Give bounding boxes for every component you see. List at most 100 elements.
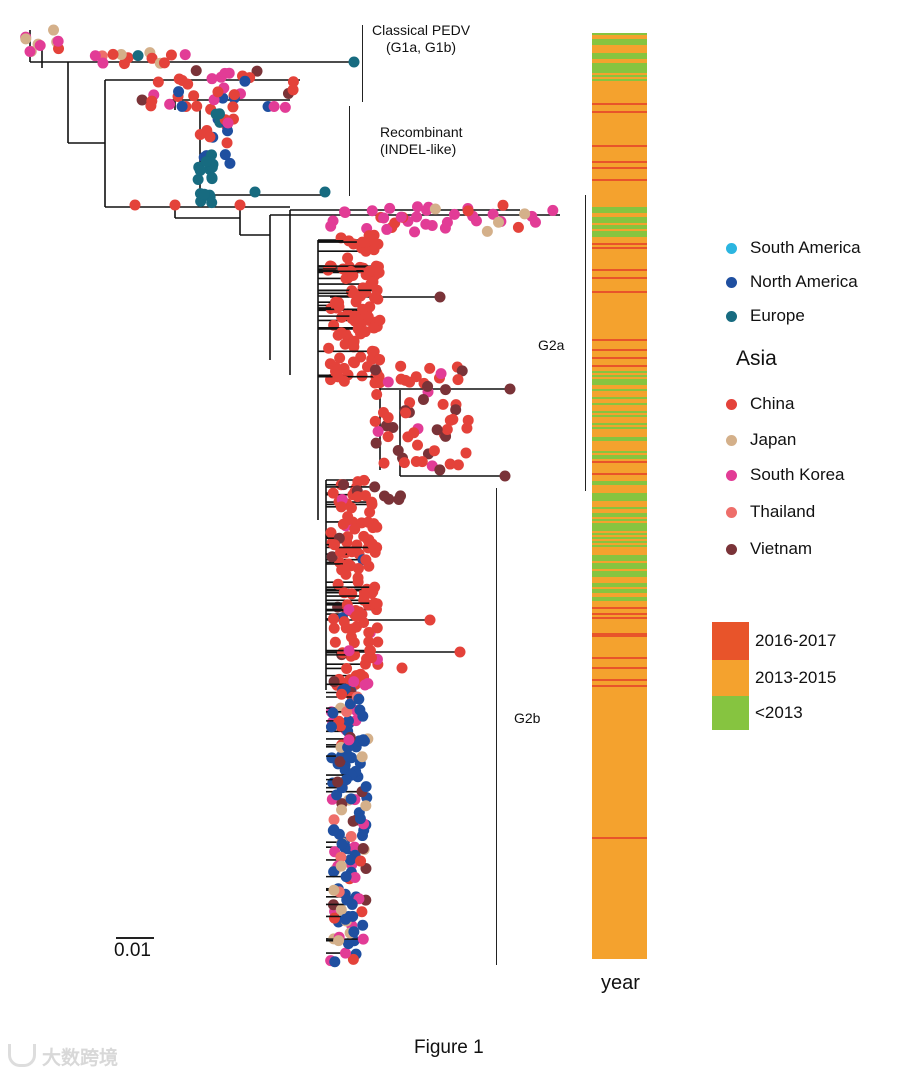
tree-tip-dot bbox=[345, 793, 357, 805]
year-stripe bbox=[592, 907, 647, 909]
year-stripe bbox=[592, 445, 647, 447]
tree-tip-dot bbox=[366, 345, 378, 357]
tree-tip-dot bbox=[336, 838, 348, 850]
year-stripe bbox=[592, 455, 647, 457]
year-stripe bbox=[592, 231, 647, 233]
tree-tip-dot bbox=[173, 86, 185, 98]
year-stripe bbox=[592, 485, 647, 487]
year-stripe bbox=[592, 511, 647, 513]
year-stripe bbox=[592, 255, 647, 257]
tree-tip-dot bbox=[396, 662, 408, 674]
tree-tip-dot bbox=[360, 554, 372, 566]
tree-tip-dot bbox=[145, 100, 157, 112]
year-stripe bbox=[592, 89, 647, 91]
year-stripe bbox=[592, 261, 647, 263]
year-stripe bbox=[592, 957, 647, 959]
year-stripe bbox=[592, 311, 647, 313]
tree-tip-dot bbox=[512, 221, 524, 233]
year-stripe bbox=[592, 911, 647, 913]
year-stripe bbox=[592, 257, 647, 259]
tree-tip-dot bbox=[367, 276, 379, 288]
year-stripe bbox=[592, 865, 647, 867]
tree-tip-dot bbox=[360, 781, 372, 793]
tree-tip-dot bbox=[335, 546, 347, 558]
year-stripe bbox=[592, 431, 647, 433]
year-stripe bbox=[592, 157, 647, 159]
year-stripe bbox=[592, 229, 647, 231]
year-stripe bbox=[592, 925, 647, 927]
clade-label-g2b: G2b bbox=[514, 710, 541, 726]
clade-bar-g2a bbox=[585, 195, 586, 491]
tree-tip-dot bbox=[450, 404, 462, 416]
tree-tip-dot bbox=[381, 223, 393, 235]
year-stripe bbox=[592, 163, 647, 165]
year-stripe bbox=[592, 491, 647, 493]
year-stripe bbox=[592, 855, 647, 857]
tree-tip-dot bbox=[357, 933, 369, 945]
year-stripe bbox=[592, 41, 647, 43]
tree-tip-dot bbox=[529, 216, 541, 228]
tree-tip-dot bbox=[355, 328, 367, 340]
year-stripe bbox=[592, 691, 647, 693]
year-stripe bbox=[592, 65, 647, 67]
year-stripe bbox=[592, 625, 647, 627]
year-stripe bbox=[592, 117, 647, 119]
tree-tip-dot bbox=[448, 208, 460, 220]
tree-tip-dot bbox=[115, 48, 127, 60]
tree-tip-dot bbox=[454, 646, 466, 658]
year-stripe bbox=[592, 143, 647, 145]
year-stripe bbox=[592, 593, 647, 595]
tree-tip-dot bbox=[251, 65, 263, 77]
scale-bar-label: 0.01 bbox=[114, 940, 151, 961]
year-stripe bbox=[592, 795, 647, 797]
tree-tip-dot bbox=[359, 679, 371, 691]
tree-tip-dot bbox=[369, 481, 381, 493]
tree-tip-dot bbox=[338, 616, 350, 628]
tree-tip-dot bbox=[34, 39, 46, 51]
year-stripe bbox=[592, 933, 647, 935]
tree-tip-dot bbox=[363, 627, 375, 639]
year-stripe bbox=[592, 721, 647, 723]
year-stripe bbox=[592, 147, 647, 149]
year-stripe bbox=[592, 227, 647, 229]
year-stripe bbox=[592, 151, 647, 153]
year-stripe bbox=[592, 149, 647, 151]
year-stripe bbox=[592, 353, 647, 355]
year-stripe bbox=[592, 923, 647, 925]
year-stripe bbox=[592, 225, 647, 227]
year-stripe bbox=[592, 155, 647, 157]
tree-tip-dot bbox=[350, 610, 362, 622]
tree-tip-dot bbox=[234, 199, 246, 211]
tree-tip-dot bbox=[395, 373, 407, 385]
year-stripe bbox=[592, 687, 647, 689]
year-stripe bbox=[592, 937, 647, 939]
year-stripe bbox=[592, 201, 647, 203]
year-stripe bbox=[592, 299, 647, 301]
tree-tip-dot bbox=[349, 310, 361, 322]
year-stripe bbox=[592, 173, 647, 175]
year-stripe bbox=[592, 419, 647, 421]
year-stripe bbox=[592, 941, 647, 943]
clade-label-classical-line1: Classical PEDV bbox=[372, 22, 471, 38]
year-stripe bbox=[592, 635, 647, 637]
year-stripe bbox=[592, 765, 647, 767]
year-stripe bbox=[592, 829, 647, 831]
tree-tip-dot bbox=[435, 368, 447, 380]
tree-tip-dot bbox=[343, 734, 355, 746]
tree-tip-dot bbox=[192, 174, 204, 186]
tree-tip-dot bbox=[371, 598, 383, 610]
year-stripe bbox=[592, 619, 647, 621]
tree-tip-dot bbox=[357, 710, 369, 722]
year-stripe bbox=[592, 839, 647, 841]
year-stripe bbox=[592, 817, 647, 819]
year-stripe bbox=[592, 337, 647, 339]
year-stripe bbox=[592, 303, 647, 305]
year-stripe bbox=[592, 699, 647, 701]
year-stripe bbox=[592, 807, 647, 809]
year-stripe bbox=[592, 415, 647, 417]
tree-tip-dot bbox=[129, 199, 141, 211]
year-stripe bbox=[592, 197, 647, 199]
legend-label-south-america: South America bbox=[750, 238, 861, 257]
tree-tip-dot bbox=[370, 437, 382, 449]
tree-tip-dot bbox=[348, 676, 360, 688]
